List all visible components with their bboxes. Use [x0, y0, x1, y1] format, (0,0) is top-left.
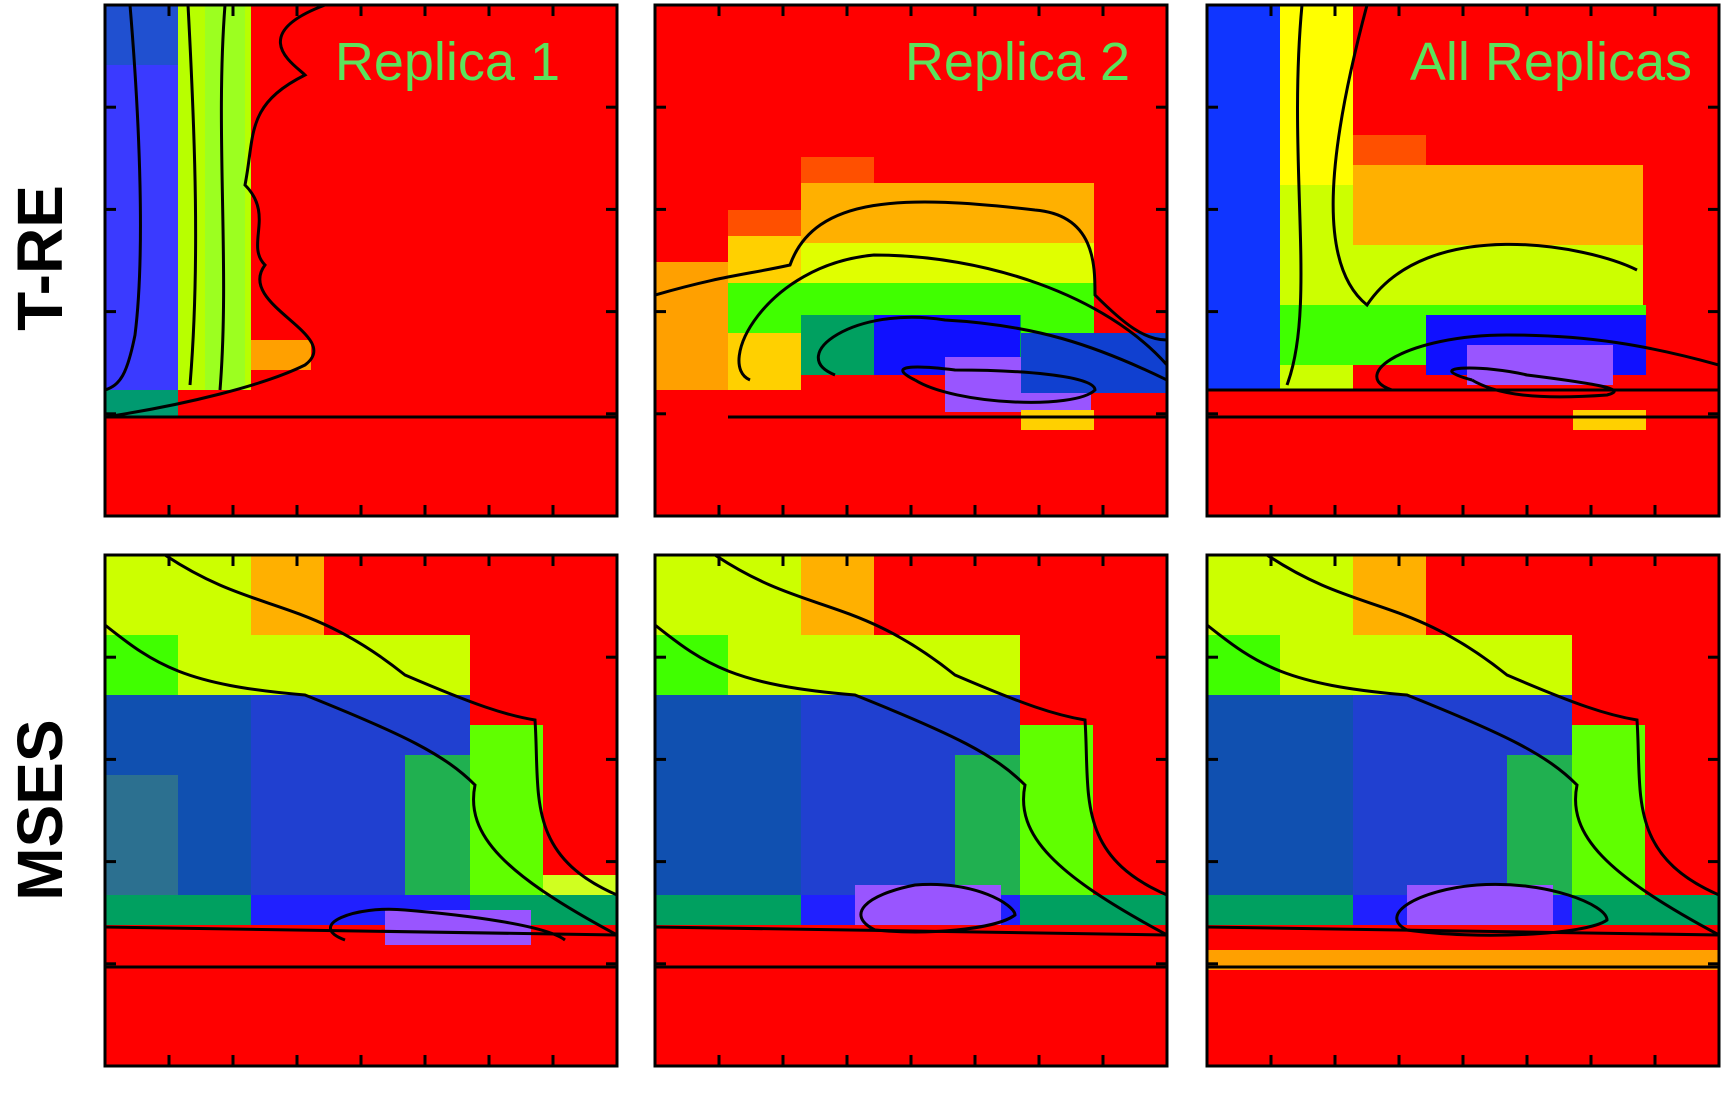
row-label-tre: T-RE — [4, 185, 76, 331]
panel-title-all-replicas: All Replicas — [1410, 32, 1692, 92]
heatmap-panel-mses-replica-1 — [103, 553, 619, 1068]
panel-title-replica-1: Replica 1 — [335, 32, 560, 92]
heatmap-panel-tre-replica-2 — [653, 3, 1169, 518]
row-label-mses: MSES — [4, 719, 76, 900]
heatmap-panel-mses-replica-2 — [653, 553, 1169, 1068]
heatmap-panel-tre-all-replicas — [1205, 3, 1721, 518]
heatmap-panel-tre-replica-1 — [103, 3, 619, 518]
heatmap-panel-mses-all-replicas — [1205, 553, 1721, 1068]
axis-ticks — [105, 5, 1719, 1066]
panel-title-replica-2: Replica 2 — [905, 32, 1130, 92]
